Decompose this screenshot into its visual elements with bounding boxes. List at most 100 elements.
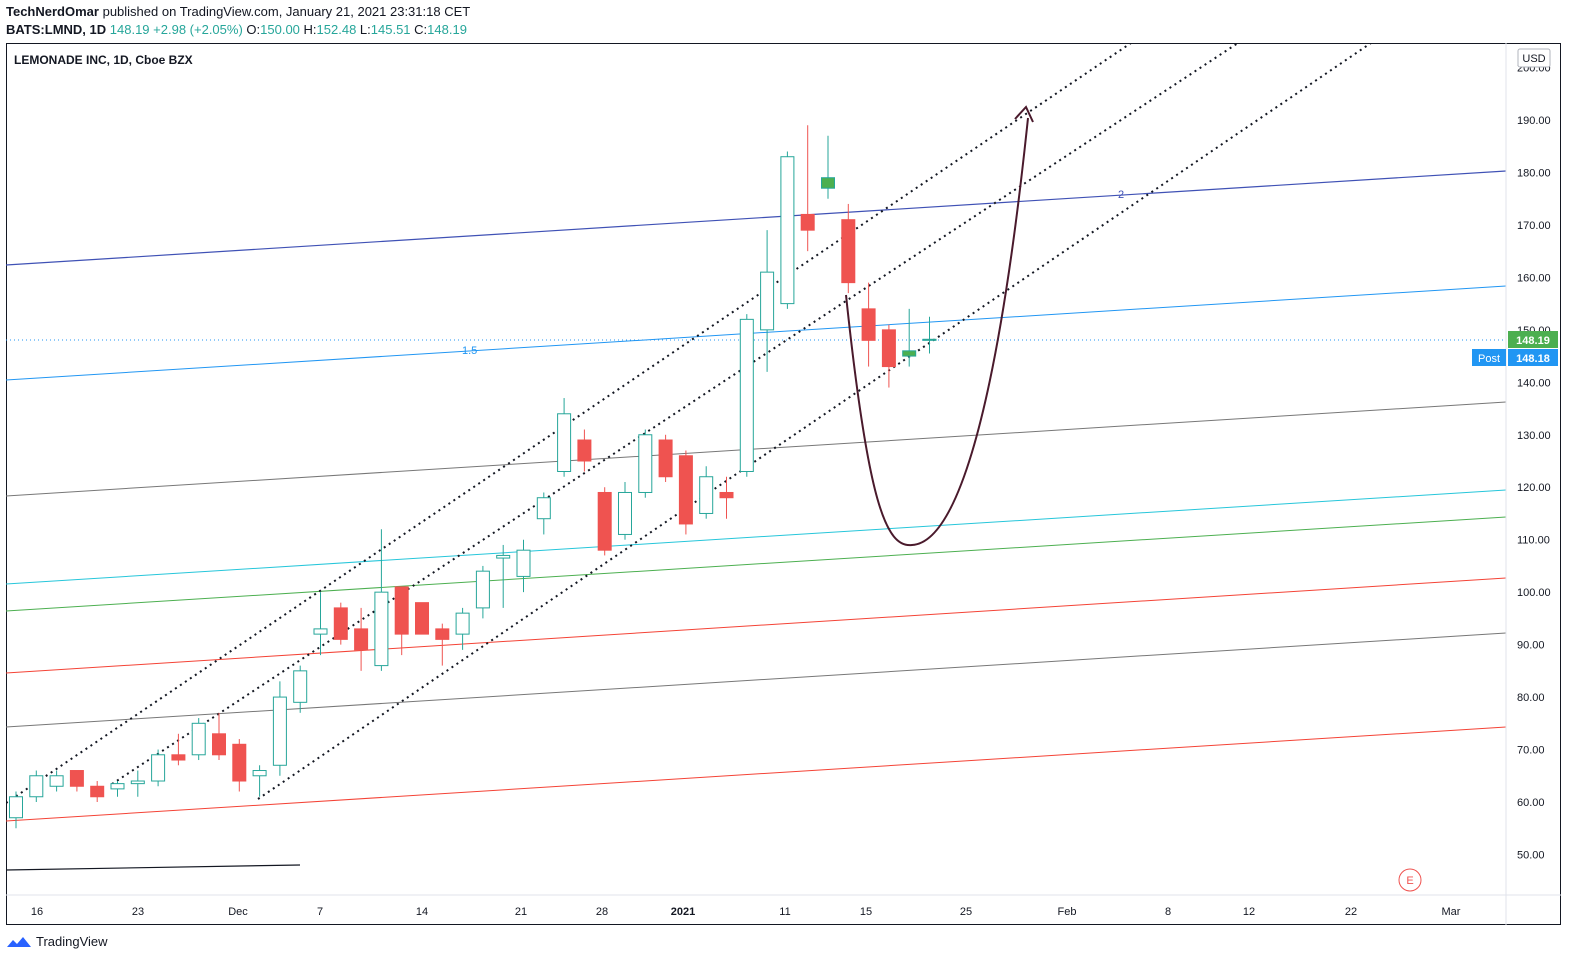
candle[interactable] [151,749,166,787]
candle[interactable] [9,791,23,829]
open-value: 150.00 [260,22,300,37]
time-tick-label: 14 [416,906,428,918]
candle-body [29,775,44,798]
candle-body [618,491,632,535]
price-badge [1508,331,1558,348]
candle[interactable] [881,324,896,388]
price-tick-label: 100.00 [1517,587,1551,599]
time-tick-label: 8 [1165,906,1171,918]
chart-frame [6,43,1561,925]
price-chart[interactable]: 1.5 2 50.00 60.00 70.00 80.00 90.00 100.00 110… [6,43,1561,925]
candle[interactable] [922,316,937,354]
candle[interactable] [191,718,206,761]
candle[interactable] [475,565,490,619]
currency-label: USD [1522,53,1545,65]
candle[interactable] [821,135,835,199]
candle[interactable] [333,602,348,645]
candle[interactable] [861,282,876,367]
fib-line-1-5 [6,285,1507,381]
candle[interactable] [719,476,734,519]
candle-body [557,413,572,472]
time-tick-label: 2021 [671,906,695,918]
candle[interactable] [597,487,612,556]
candle-body [658,439,673,478]
footer-brand[interactable]: TradingView [6,934,108,949]
candle[interactable] [272,681,287,776]
candle[interactable] [536,492,551,535]
close-label: C: [414,22,428,37]
candle[interactable] [760,230,775,372]
currency-box[interactable] [1517,48,1551,68]
candle[interactable] [293,665,308,713]
candle[interactable] [69,770,84,792]
candle[interactable] [252,765,267,797]
candle[interactable] [496,544,511,608]
time-axis[interactable]: 16 23 Dec 7 14 21 28 2021 11 15 25 Feb 8 12 22 Mar [31,906,1461,918]
candle[interactable] [110,781,125,797]
candle-body [516,549,531,577]
price-axis[interactable]: 50.00 60.00 70.00 80.00 90.00 100.00 110.00 120… [1517,63,1551,862]
price-tick-label: 140.00 [1517,377,1551,389]
candle-body [699,476,714,514]
candle[interactable] [618,481,632,540]
candle[interactable] [313,592,328,656]
price-badge-label: 148.19 [1516,335,1550,347]
candle[interactable] [394,586,409,656]
candle[interactable] [739,314,754,477]
candle-body [191,722,206,756]
candle[interactable] [232,739,247,792]
candle[interactable] [374,529,389,671]
candle[interactable] [678,450,693,535]
candle[interactable] [800,125,815,252]
candle[interactable] [638,429,653,498]
time-tick-label: 15 [860,906,872,918]
candle-body [800,213,815,231]
fib-line-1 [6,401,1507,497]
post-price-badge [1508,349,1558,366]
candle-body [151,754,166,782]
candle-body [902,350,917,357]
candle[interactable] [212,712,226,761]
price-tick-label: 190.00 [1517,115,1551,127]
candle-body [760,271,775,331]
candle-body [415,602,429,635]
candle-body [881,329,896,368]
candle[interactable] [577,429,592,472]
candle[interactable] [902,308,917,367]
price-tick-label: 60.00 [1517,797,1545,809]
candle[interactable] [171,733,186,766]
candle-body [212,733,226,756]
candle[interactable] [29,770,44,802]
candle[interactable] [435,623,450,666]
candle[interactable] [699,466,714,519]
price-tick-label: 110.00 [1517,535,1550,547]
price-tick-label: 80.00 [1517,692,1545,704]
price-change: +2.98 (+2.05%) [153,22,243,37]
post-badge-label: Post [1478,353,1500,365]
price-tick-label: 120.00 [1517,482,1551,494]
candle[interactable] [455,607,470,650]
candle-body [374,591,389,667]
author-name[interactable]: TechNerdOmar [6,4,99,19]
candle[interactable] [90,781,105,802]
candle-body [719,491,734,499]
time-tick-label: 11 [779,906,790,918]
candle[interactable] [841,203,856,294]
candle[interactable] [780,151,795,309]
candle[interactable] [49,770,64,792]
candle[interactable] [557,398,572,477]
earnings-marker-icon[interactable] [1398,868,1422,892]
candle-body [232,743,247,782]
candle[interactable] [415,602,429,635]
fib-line-0 [6,632,1507,728]
candle[interactable] [516,539,531,593]
channel-lower [257,43,1372,800]
candle-body [69,770,84,787]
candle[interactable] [658,434,673,482]
candle-body [861,308,876,341]
candle[interactable] [130,770,145,797]
candle[interactable] [354,607,369,671]
candle-body [252,770,267,777]
time-tick-label: 28 [596,906,608,918]
time-tick-label: 21 [515,906,527,918]
